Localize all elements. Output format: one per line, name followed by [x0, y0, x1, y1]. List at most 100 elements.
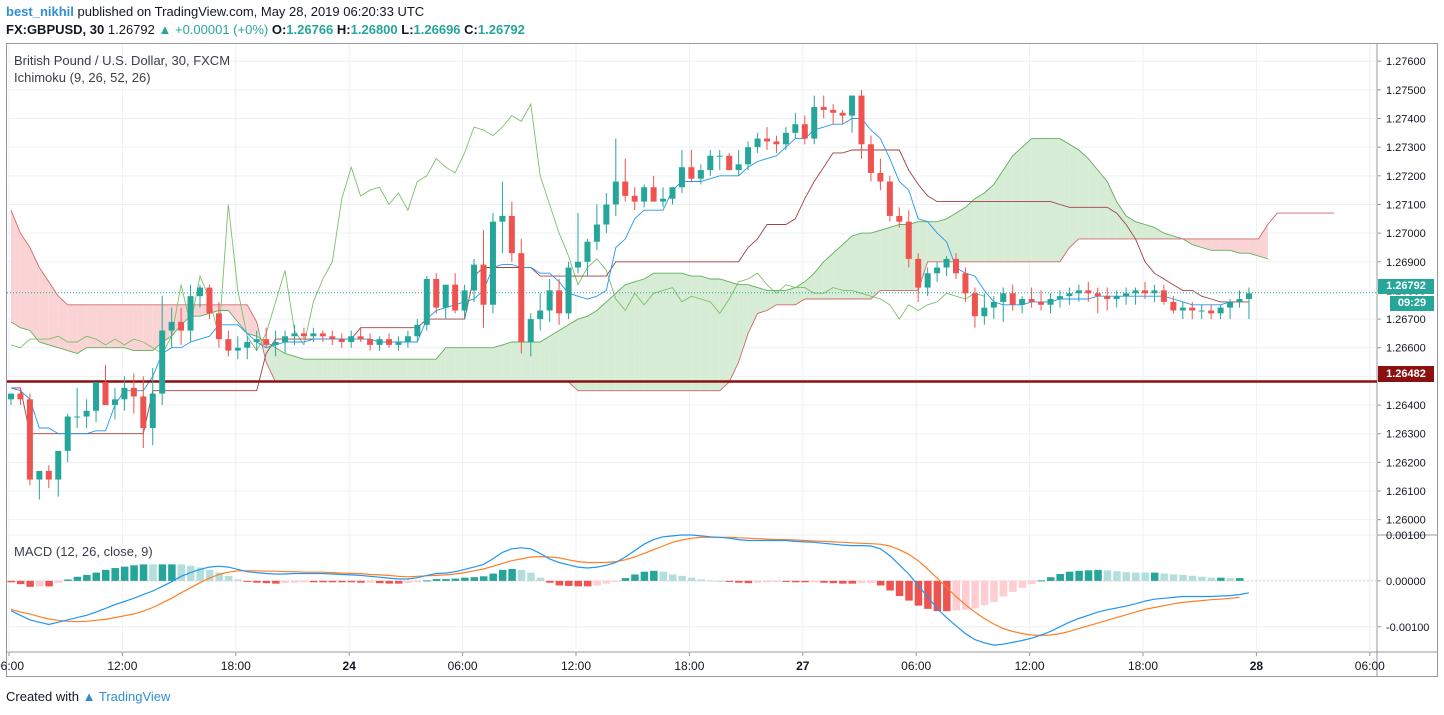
ichimoku-cloud-segment	[578, 316, 588, 391]
macd-histogram-bar	[952, 580, 960, 611]
time-tick-label: 12:00	[561, 659, 591, 673]
ichimoku-cloud-segment	[1163, 233, 1174, 239]
price-tick-label: 1.26000	[1386, 515, 1426, 527]
ichimoku-cloud-segment	[559, 324, 569, 383]
last-value: 1.26792	[107, 22, 155, 37]
candle-body-down	[1189, 307, 1196, 311]
time-tick-label: 12:00	[1015, 659, 1045, 673]
candle-body-up	[660, 198, 667, 202]
macd-histogram-bar	[1103, 570, 1112, 581]
author-name[interactable]: best_nikhil	[6, 4, 74, 19]
ichimoku-cloud-segment	[615, 284, 626, 391]
ichimoku-cloud-segment	[549, 330, 560, 383]
macd-histogram-bar	[621, 578, 630, 581]
candle-body-down	[830, 109, 837, 113]
macd-histogram-bar	[83, 574, 91, 581]
candle-body-up	[234, 347, 241, 351]
ichimoku-cloud-segment	[228, 304, 238, 322]
candle-body-down	[962, 273, 969, 294]
candle-body-down	[1009, 293, 1016, 305]
macd-histogram-bar	[697, 579, 705, 581]
macd-histogram-bar	[120, 566, 129, 581]
candle-body-up	[782, 132, 789, 145]
close-label: C:	[464, 22, 478, 37]
price-tick-label: 1.26400	[1386, 400, 1426, 412]
ichimoku-cloud-segment	[1230, 238, 1240, 254]
candle-body-up	[187, 296, 194, 331]
macd-histogram-bar	[971, 580, 979, 609]
low-value: 1.26696	[413, 22, 461, 37]
macd-histogram-bar	[432, 579, 441, 581]
candle-body-down	[17, 393, 24, 400]
ichimoku-cloud-segment	[880, 227, 890, 291]
candle-body-down	[319, 333, 326, 337]
price-tick-label: 1.27100	[1386, 199, 1426, 211]
ichimoku-cloud-segment	[965, 198, 975, 262]
macd-histogram-bar	[461, 577, 469, 581]
publish-info: best_nikhil published on TradingView.com…	[6, 4, 424, 19]
candle-body-up	[93, 382, 100, 411]
candle-body-down	[877, 172, 884, 182]
candle-body-down	[839, 112, 846, 116]
ichimoku-cloud-segment	[672, 273, 682, 391]
ichimoku-cloud-segment	[1078, 150, 1089, 239]
macd-histogram-bar	[357, 580, 365, 583]
high-value: 1.26800	[350, 22, 398, 37]
candle-body-up	[924, 273, 931, 288]
ichimoku-cloud-segment	[757, 287, 767, 314]
candle-body-down	[867, 144, 874, 173]
candle-body-up	[1151, 290, 1158, 294]
ichimoku-legend[interactable]: Ichimoku (9, 26, 52, 26)	[14, 70, 151, 85]
ichimoku-cloud-segment	[663, 273, 673, 391]
candle-body-down	[953, 258, 959, 274]
macd-line	[10, 534, 1250, 646]
macd-histogram-bar	[678, 575, 686, 581]
candle-body-down	[1208, 310, 1215, 314]
macd-histogram-bar	[404, 580, 412, 584]
macd-histogram-bar	[489, 573, 497, 581]
footer-brand[interactable]: TradingView	[98, 689, 171, 704]
macd-histogram-bar	[772, 580, 781, 582]
ichimoku-cloud-segment	[445, 347, 456, 383]
macd-histogram-bar	[243, 580, 252, 582]
candle-body-up	[603, 204, 610, 225]
ichimoku-cloud-segment	[700, 276, 711, 391]
ichimoku-cloud-segment	[993, 170, 1004, 262]
candle-body-down	[1104, 296, 1111, 300]
ichimoku-cloud-segment	[1022, 138, 1032, 262]
candle-body-down	[206, 287, 213, 314]
candle-body-down	[886, 181, 893, 216]
ichimoku-cloud-segment	[956, 207, 966, 262]
ichimoku-cloud-segment	[285, 353, 295, 383]
low-label: L:	[401, 22, 414, 37]
macd-histogram-bar	[262, 580, 271, 584]
macd-legend[interactable]: MACD (12, 26, close, 9)	[14, 544, 153, 559]
macd-histogram-bar	[385, 580, 393, 584]
countdown-badge: 09:29	[1390, 296, 1434, 311]
macd-histogram-bar	[565, 580, 573, 586]
high-label: H:	[336, 22, 351, 37]
candle-body-up	[395, 342, 402, 345]
tradingview-logo-icon[interactable]: ▲	[82, 689, 96, 704]
ichimoku-cloud-segment	[341, 359, 352, 383]
macd-histogram-bar	[253, 580, 261, 583]
candle-body-up	[310, 333, 317, 337]
ichimoku-cloud-segment	[1211, 238, 1221, 251]
ichimoku-cloud-segment	[823, 253, 834, 300]
macd-histogram-bar	[196, 567, 204, 581]
macd-tick-label: 0.00000	[1386, 576, 1426, 588]
macd-histogram-bar	[168, 564, 176, 581]
ichimoku-cloud-segment	[360, 359, 371, 383]
ichimoku-cloud-segment	[303, 359, 314, 383]
candle-body-up	[754, 138, 761, 148]
ichimoku-cloud-segment	[1097, 170, 1108, 239]
ichimoku-cloud-segment	[143, 304, 153, 351]
macd-histogram-bar	[1169, 574, 1178, 581]
macd-histogram-bar	[470, 577, 479, 581]
ichimoku-cloud-segment	[389, 359, 399, 383]
macd-histogram-bar	[1047, 577, 1055, 581]
candle-body-down	[102, 382, 109, 406]
candle-body-down	[386, 339, 392, 345]
ichimoku-cloud-segment	[691, 276, 701, 391]
